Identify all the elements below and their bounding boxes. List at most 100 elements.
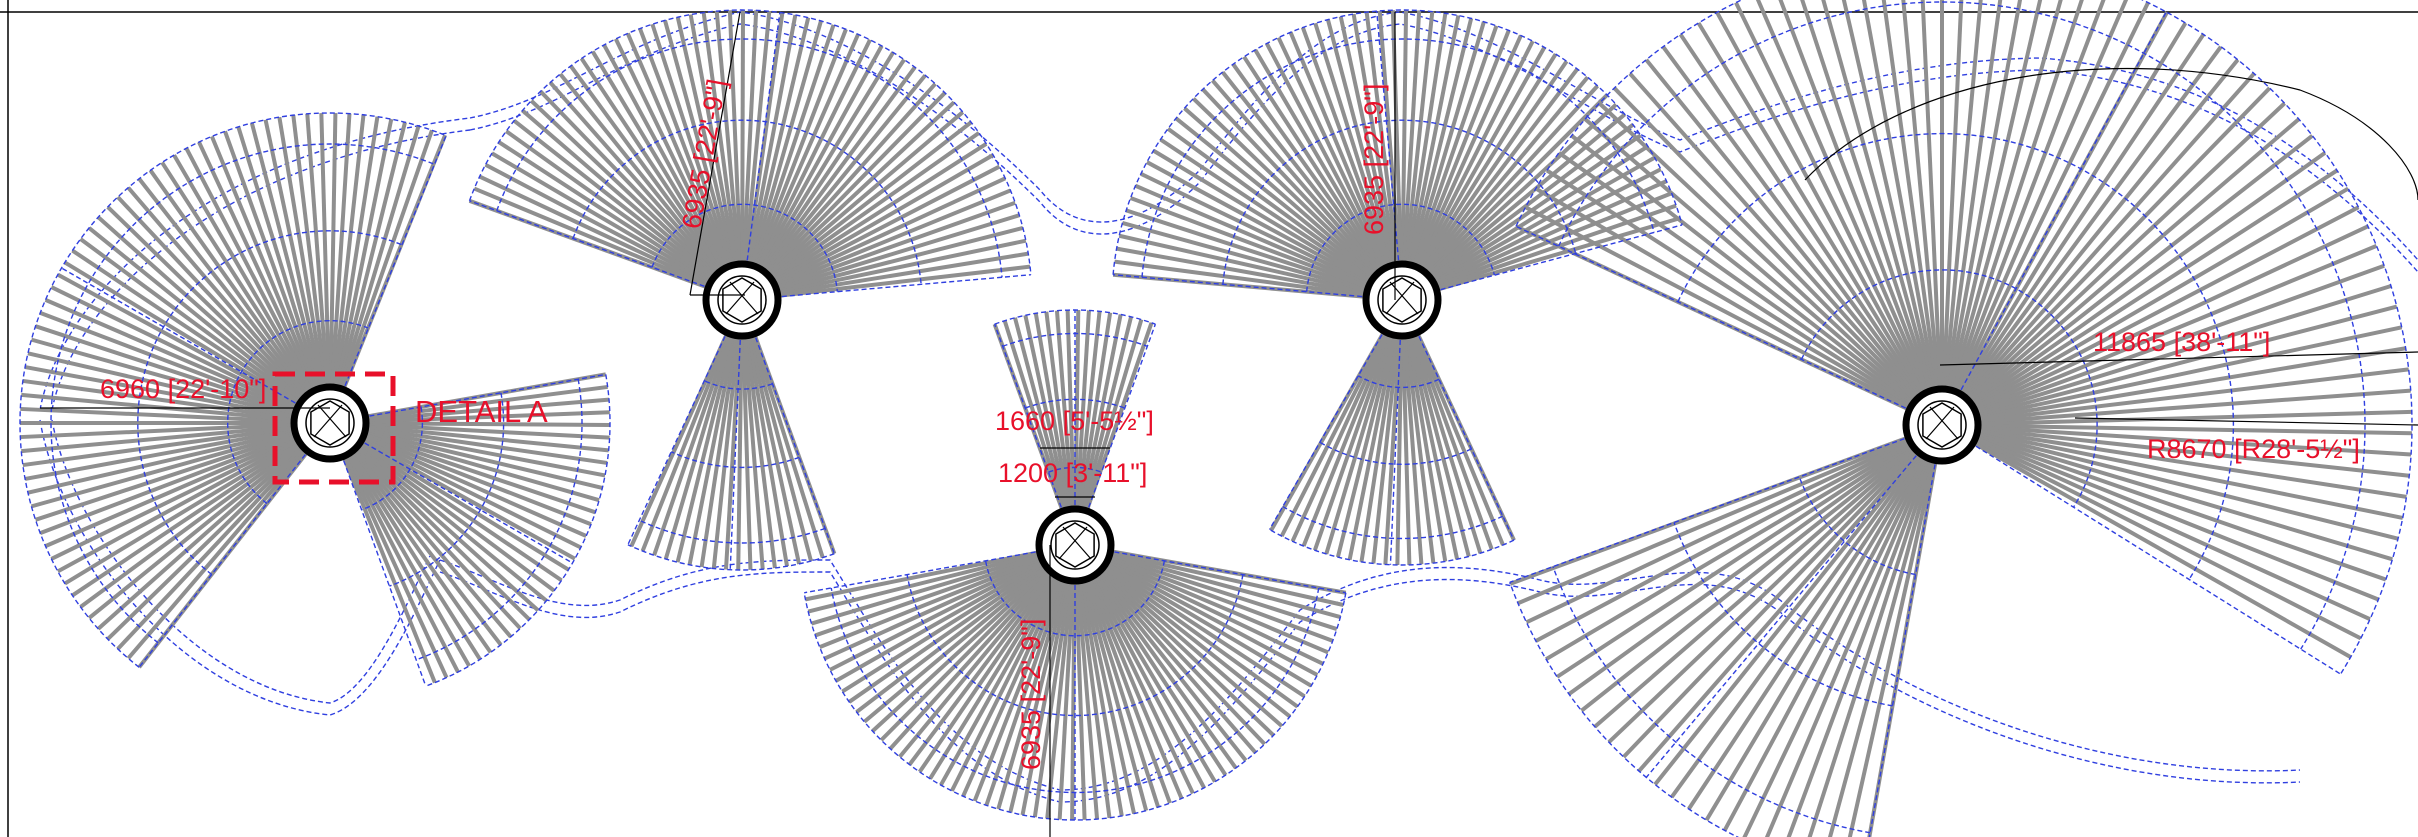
rib — [1002, 320, 1067, 514]
rib-ring — [1048, 466, 1102, 473]
rib — [984, 576, 1066, 806]
rib — [1847, 457, 1937, 837]
rib — [1166, 127, 1376, 282]
rib — [356, 441, 556, 593]
rib — [1390, 10, 1403, 267]
rib — [768, 131, 981, 283]
rib — [1264, 42, 1388, 271]
rib — [1420, 67, 1579, 275]
hub-left-column[interactable] — [290, 383, 370, 463]
rib — [687, 332, 738, 566]
rib — [1140, 171, 1373, 288]
rib-ring — [1357, 375, 1440, 389]
rib — [346, 450, 482, 661]
rib — [1325, 19, 1396, 268]
rib — [39, 433, 299, 535]
rib — [1722, 454, 1928, 832]
rib — [752, 28, 848, 269]
rib — [1943, 0, 1983, 392]
rib — [358, 437, 576, 561]
rib — [1412, 29, 1511, 270]
rib — [1431, 167, 1662, 287]
rib — [363, 397, 610, 423]
rib — [1107, 550, 1344, 607]
rib — [1941, 0, 1964, 392]
radial-guide — [627, 299, 743, 545]
rib — [1661, 45, 1924, 399]
rib — [44, 434, 300, 548]
rib — [1968, 151, 2327, 407]
rib — [1078, 312, 1113, 512]
rib — [1973, 284, 2392, 417]
rib — [1422, 75, 1590, 276]
hub-bottom-column[interactable] — [1035, 505, 1115, 585]
rib — [1033, 312, 1072, 512]
rib — [1433, 203, 1677, 291]
hub-upper-right-column[interactable] — [1362, 260, 1442, 340]
rib — [1670, 451, 1924, 799]
rib — [1944, 0, 2003, 392]
rib — [939, 573, 1061, 787]
rib — [1524, 205, 1913, 412]
rib — [197, 141, 318, 394]
rib — [1406, 15, 1461, 268]
rib — [770, 153, 995, 285]
rib — [1100, 564, 1292, 719]
rib — [711, 333, 741, 569]
rib — [1106, 554, 1334, 643]
radial-guide — [1074, 323, 1157, 546]
rib — [1534, 186, 1914, 410]
rib — [505, 129, 716, 282]
rib — [1423, 84, 1600, 277]
rib — [1971, 205, 2360, 412]
rib — [741, 333, 753, 570]
rib — [888, 568, 1054, 751]
rib — [1118, 233, 1370, 295]
rib — [1403, 11, 1435, 267]
rib — [1742, 454, 1930, 837]
rib — [1099, 565, 1284, 728]
rib — [71, 440, 303, 598]
rib — [740, 9, 746, 267]
rib — [569, 64, 724, 274]
rib — [1073, 309, 1081, 512]
rib — [356, 440, 563, 583]
hub-upper-left-column[interactable] — [702, 260, 782, 340]
rib — [1086, 575, 1184, 800]
rib — [1964, 86, 2272, 403]
rib — [1734, 1, 1929, 396]
rib — [345, 451, 471, 667]
rib — [27, 428, 298, 495]
rib — [1013, 317, 1069, 513]
rib — [1335, 332, 1396, 558]
rib — [1090, 573, 1217, 783]
rib — [1678, 33, 1925, 398]
rib — [1371, 333, 1401, 564]
rib-ring — [1515, 0, 2413, 675]
rib — [1432, 179, 1668, 288]
rib — [1827, 457, 1936, 837]
rib — [21, 424, 297, 454]
detail-a-box[interactable] — [272, 371, 396, 485]
rib — [1312, 331, 1393, 551]
rib — [63, 438, 302, 586]
rib — [774, 238, 1027, 296]
rib — [497, 140, 715, 284]
rib — [1957, 21, 2188, 397]
rib — [56, 437, 302, 574]
radial-guide — [329, 373, 606, 424]
rib — [1410, 331, 1483, 554]
rib — [640, 330, 732, 552]
hub-right-column[interactable] — [1902, 385, 1982, 465]
rib — [1975, 346, 2407, 422]
rib — [1975, 388, 2411, 425]
rib — [1593, 445, 1918, 729]
rib — [360, 433, 592, 527]
rib — [79, 237, 304, 405]
rib — [773, 200, 1016, 291]
rib — [1174, 116, 1377, 281]
rib — [184, 147, 317, 394]
rib — [1347, 332, 1398, 561]
radial-guide — [1645, 424, 1943, 778]
